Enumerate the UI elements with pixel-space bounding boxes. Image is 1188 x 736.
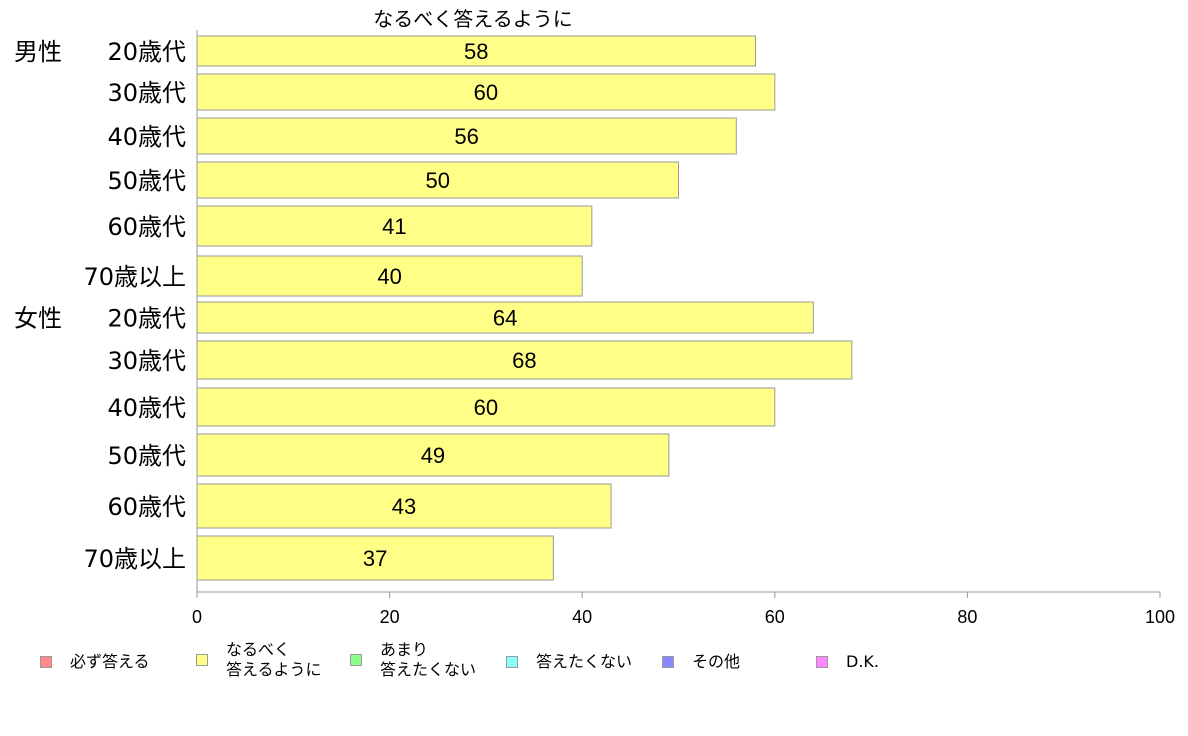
legend-label: なるべく 答えるように bbox=[226, 640, 322, 679]
bar-value-label: 50 bbox=[426, 168, 450, 193]
legend-swatch bbox=[662, 656, 674, 668]
legend-label: 答えたくない bbox=[536, 652, 633, 671]
legend-item: 答えたくない bbox=[506, 652, 632, 672]
legend-label: その他 bbox=[692, 652, 741, 671]
bar bbox=[196, 73, 776, 111]
legend-item: D.K. bbox=[816, 652, 879, 672]
x-tick-label: 100 bbox=[1145, 607, 1175, 627]
category-label: 20歳代 bbox=[107, 38, 186, 66]
legend-label: あまり 答えたくない bbox=[380, 640, 477, 679]
category-label: 40歳代 bbox=[107, 394, 186, 422]
bar-value-label: 60 bbox=[474, 395, 498, 420]
legend-item: 必ず答える bbox=[40, 652, 150, 672]
category-label: 20歳代 bbox=[107, 305, 186, 333]
bar bbox=[196, 301, 814, 334]
bar bbox=[196, 483, 612, 529]
bar-value-label: 64 bbox=[493, 306, 517, 331]
legend-label: D.K. bbox=[846, 652, 879, 671]
category-label: 70歳以上 bbox=[83, 263, 186, 291]
category-label: 50歳代 bbox=[107, 167, 186, 195]
category-label: 30歳代 bbox=[107, 347, 186, 375]
legend-swatch bbox=[40, 656, 52, 668]
x-tick-label: 40 bbox=[572, 607, 592, 627]
bar-value-label: 40 bbox=[377, 264, 401, 289]
bar-value-label: 41 bbox=[382, 214, 406, 239]
bar-value-label: 56 bbox=[454, 124, 478, 149]
x-tick-label: 60 bbox=[765, 607, 785, 627]
legend-swatch bbox=[196, 654, 208, 666]
bar bbox=[196, 35, 757, 67]
legend-item: なるべく 答えるように bbox=[196, 640, 322, 680]
category-label: 30歳代 bbox=[107, 79, 186, 107]
bar-chart: なるべく答えるように 58 20歳代 男性 60 30歳代 56 40歳代 50 50歳代 41 6… bbox=[14, 7, 1175, 627]
legend-swatch bbox=[350, 654, 362, 666]
bar-value-label: 49 bbox=[421, 443, 445, 468]
bars-group: 58 20歳代 男性 60 30歳代 56 40歳代 50 50歳代 41 60歳代 40 70歳以上 6… bbox=[14, 30, 853, 592]
bar bbox=[196, 117, 737, 155]
bar-value-label: 37 bbox=[363, 546, 387, 571]
bar bbox=[196, 255, 583, 297]
bar bbox=[196, 161, 679, 199]
bar-value-label: 68 bbox=[512, 348, 536, 373]
legend-item: あまり 答えたくない bbox=[350, 640, 476, 680]
legend: 必ず答える なるべく 答えるように あまり 答えたくない 答えたくない その他 D.K. bbox=[0, 640, 1188, 700]
bar bbox=[196, 205, 593, 247]
legend-swatch bbox=[506, 656, 518, 668]
bar bbox=[196, 535, 554, 581]
category-label: 60歳代 bbox=[107, 493, 186, 521]
bar-value-label: 58 bbox=[464, 39, 488, 64]
legend-swatch bbox=[816, 656, 828, 668]
bar-value-label: 60 bbox=[474, 80, 498, 105]
bar-value-label: 43 bbox=[392, 494, 416, 519]
x-tick-label: 80 bbox=[957, 607, 977, 627]
legend-label: 必ず答える bbox=[70, 652, 150, 671]
category-label: 40歳代 bbox=[107, 123, 186, 151]
legend-item: その他 bbox=[662, 652, 740, 672]
x-tick-label: 20 bbox=[380, 607, 400, 627]
category-label: 50歳代 bbox=[107, 442, 186, 470]
group-label: 男性 bbox=[14, 38, 62, 66]
chart-title: なるべく答えるように bbox=[373, 7, 572, 31]
group-label: 女性 bbox=[14, 305, 62, 333]
category-label: 70歳以上 bbox=[83, 545, 186, 573]
x-axis: 0 20 40 60 80 100 bbox=[192, 591, 1175, 627]
category-label: 60歳代 bbox=[107, 213, 186, 241]
bar bbox=[196, 433, 670, 477]
x-tick-label: 0 bbox=[192, 607, 202, 627]
